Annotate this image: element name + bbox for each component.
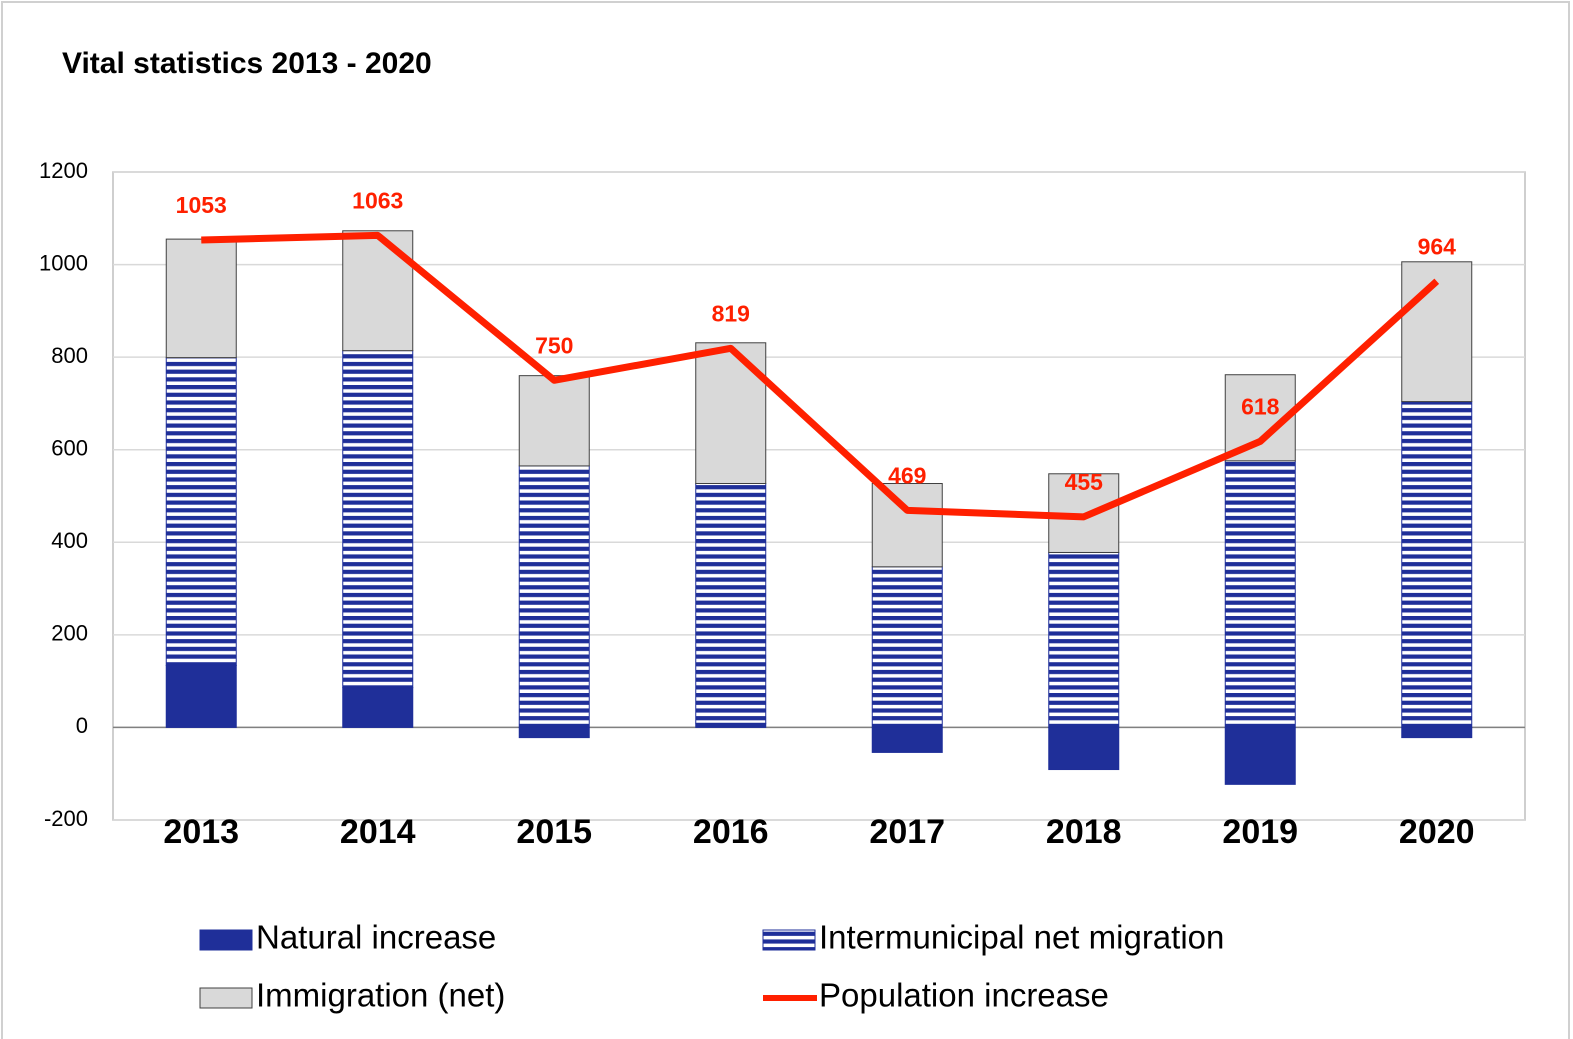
legend-label: Immigration (net)	[256, 977, 505, 1014]
plot-area	[112, 171, 1526, 821]
y-tick-label: 1000	[39, 250, 88, 275]
bar	[1048, 726, 1120, 771]
bar	[695, 483, 767, 724]
y-tick-label: 200	[51, 621, 88, 646]
bar	[1401, 726, 1473, 739]
line	[201, 231, 1440, 521]
bar	[518, 465, 590, 728]
x-tick-label: 2013	[163, 813, 239, 851]
data-label: 1063	[352, 187, 403, 213]
x-tick-label: 2018	[1046, 813, 1122, 851]
bar	[518, 375, 590, 467]
y-tick-label: 0	[76, 713, 88, 738]
data-label: 469	[888, 462, 926, 488]
y-tick-label: 1200	[39, 158, 88, 183]
bar	[1401, 401, 1473, 728]
y-tick-label: 400	[51, 528, 88, 553]
y-tick-label: -200	[44, 806, 88, 831]
legend-label: Intermunicipal net migration	[819, 919, 1224, 956]
bar	[695, 722, 767, 728]
legend-label: Natural increase	[256, 919, 496, 956]
bar	[695, 342, 767, 485]
data-label: 618	[1241, 393, 1280, 419]
bar	[165, 357, 237, 666]
chart-title: Vital statistics 2013 - 2020	[62, 47, 432, 80]
x-tick-label: 2016	[693, 813, 769, 851]
bar	[342, 230, 414, 352]
bar	[871, 483, 943, 568]
legend-swatch	[762, 929, 816, 951]
y-tick-label: 600	[51, 436, 88, 461]
bar	[1224, 726, 1296, 785]
legend-swatch	[199, 929, 253, 951]
legend-label: Population increase	[819, 977, 1109, 1014]
bar	[518, 726, 590, 739]
bar	[165, 238, 237, 359]
bar	[1048, 551, 1120, 728]
bar	[871, 566, 943, 728]
data-label: 964	[1418, 233, 1457, 259]
bar	[1224, 460, 1296, 728]
legend-swatch	[199, 987, 253, 1009]
bar	[871, 726, 943, 753]
x-tick-label: 2015	[516, 813, 592, 851]
data-label: 819	[712, 300, 750, 326]
bar	[165, 664, 237, 728]
x-tick-label: 2017	[869, 813, 945, 851]
bar	[342, 350, 414, 689]
x-tick-label: 2020	[1399, 813, 1475, 851]
data-label: 750	[535, 332, 573, 358]
bar	[342, 687, 414, 728]
data-label: 455	[1065, 469, 1104, 495]
x-tick-label: 2014	[340, 813, 416, 851]
y-tick-label: 800	[51, 343, 88, 368]
data-label: 1053	[176, 192, 227, 218]
x-tick-label: 2019	[1222, 813, 1298, 851]
